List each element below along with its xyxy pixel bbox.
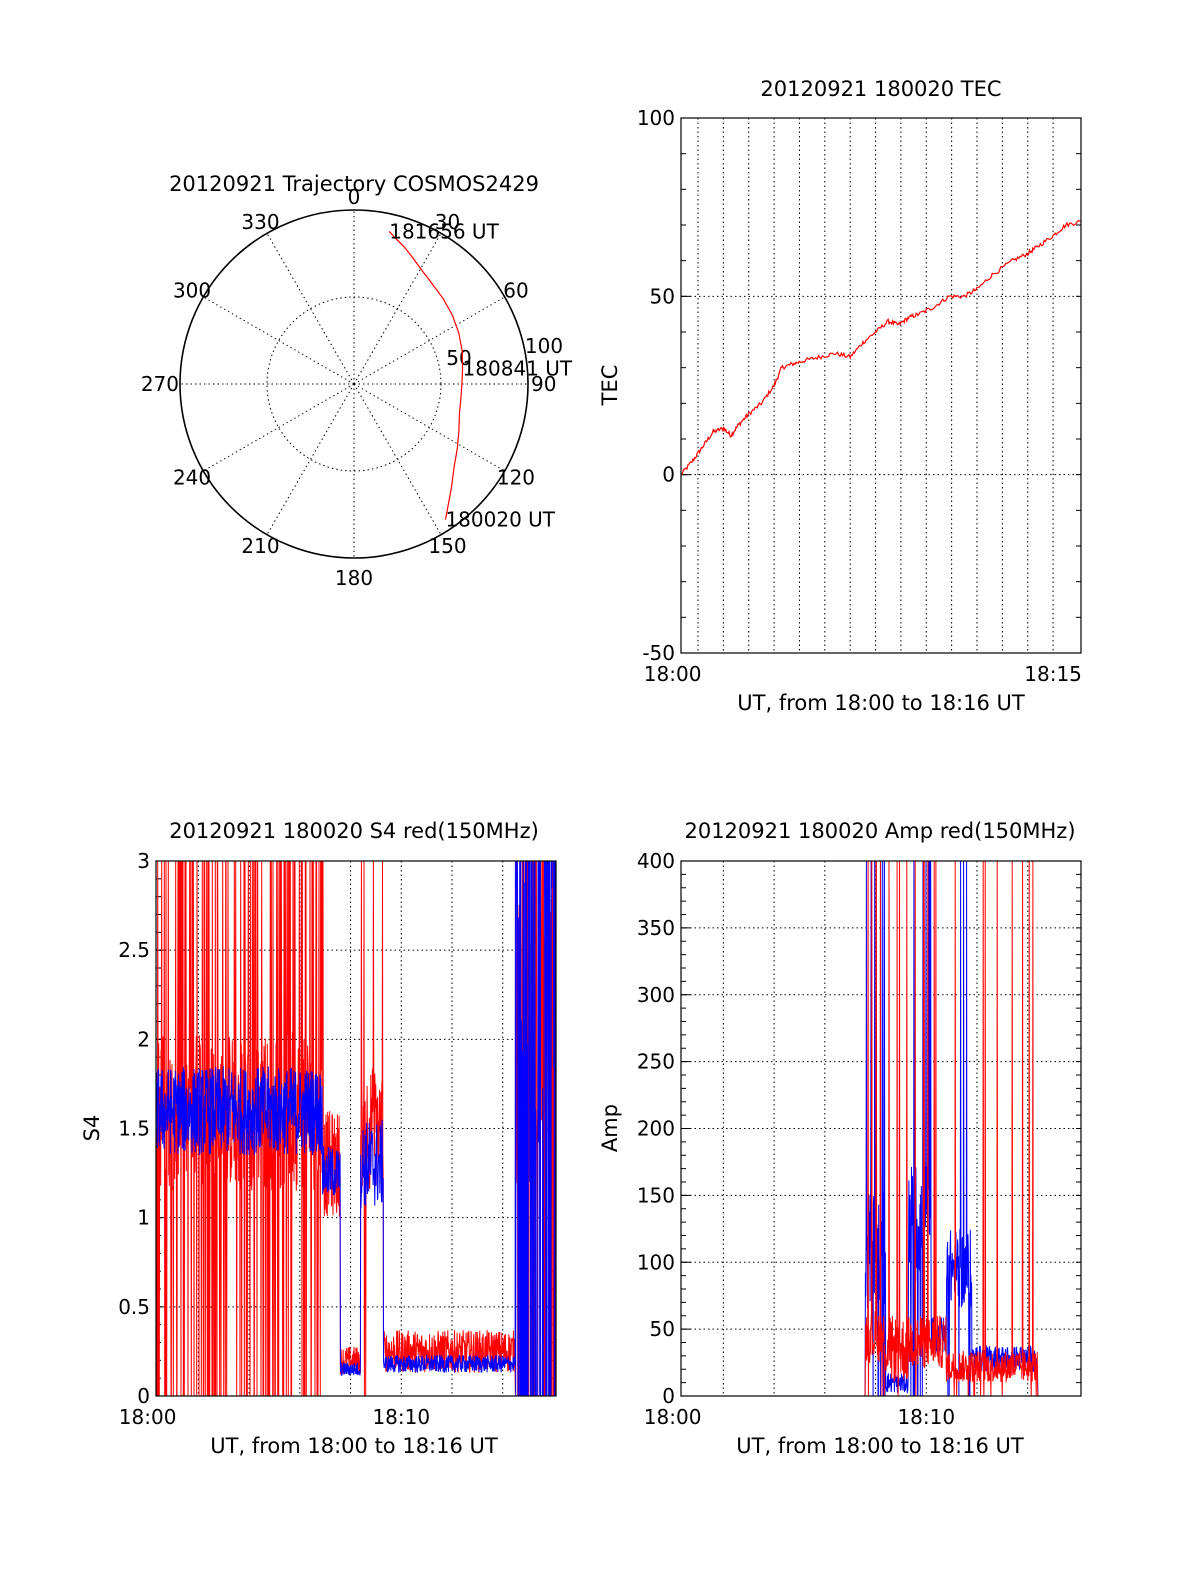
x-tick-label: 18:15 xyxy=(1024,662,1082,686)
y-tick-label: 50 xyxy=(650,1317,675,1341)
polar-outer-circle xyxy=(179,209,529,559)
y-tick-label: 0 xyxy=(662,463,675,487)
s4-plot-frame xyxy=(155,860,557,1397)
polar-chart-title: 20120921 Trajectory COSMOS2429 xyxy=(169,172,539,196)
y-tick-label: 3 xyxy=(137,849,150,873)
polar-radius-label: 100 xyxy=(525,334,563,358)
s4-plot-area: 0 0.5 1 1.5 2 2.5 3 18:00 18:10 xyxy=(118,849,557,1429)
polar-azimuth-label: 60 xyxy=(503,279,528,303)
y-tick-label: 0 xyxy=(137,1384,150,1408)
y-tick-label: -50 xyxy=(642,641,675,665)
y-tick-label: 100 xyxy=(637,106,675,130)
amp-plot-area: 0 50 100 150 200 250 300 350 400 18:00 18:10 xyxy=(637,849,1082,1429)
amp-plot-frame xyxy=(680,860,1082,1397)
polar-azimuth-label: 90 xyxy=(531,372,556,396)
amp-chart-title: 20120921 180020 Amp red(150MHz) xyxy=(684,819,1075,843)
polar-spoke xyxy=(353,296,505,385)
s4-line-chart: 20120921 180020 S4 red(150MHz) 0 0.5 1 1.5 2… xyxy=(80,819,557,1458)
y-tick-label: 0.5 xyxy=(118,1295,150,1319)
x-tick-label: 18:10 xyxy=(897,1405,955,1429)
polar-azimuth-label: 0 xyxy=(348,185,361,209)
y-tick-label: 1.5 xyxy=(118,1117,150,1141)
tec-y-axis-label: TEC xyxy=(598,365,622,407)
trajectory-time-label: 180841 UT xyxy=(463,357,573,381)
y-tick-label: 1 xyxy=(137,1206,150,1230)
polar-spoke xyxy=(203,296,355,385)
x-tick-label: 18:00 xyxy=(644,662,702,686)
polar-azimuth-label: 150 xyxy=(428,534,466,558)
tec-plot-frame xyxy=(680,117,1082,654)
trajectory-time-label: 181656 UT xyxy=(389,219,499,243)
polar-azimuth-label: 120 xyxy=(497,466,535,490)
s4-chart-title: 20120921 180020 S4 red(150MHz) xyxy=(169,819,539,843)
y-tick-label: 50 xyxy=(650,284,675,308)
series-line-1 xyxy=(155,860,557,1397)
y-tick-label: 150 xyxy=(637,1183,675,1207)
polar-spoke xyxy=(266,383,355,535)
polar-azimuth-label: 330 xyxy=(241,210,279,234)
trajectory-line xyxy=(388,231,464,520)
s4-x-axis-label: UT, from 18:00 to 18:16 UT xyxy=(210,1434,498,1458)
tec-series-line xyxy=(680,220,1082,476)
s4-y-axis-label: S4 xyxy=(80,1115,104,1142)
y-tick-label: 400 xyxy=(637,849,675,873)
polar-spoke xyxy=(353,383,505,472)
amp-line-chart: 20120921 180020 Amp red(150MHz) 0 50 100 15… xyxy=(598,819,1082,1458)
polar-azimuth-label: 180 xyxy=(335,566,373,590)
y-tick-label: 300 xyxy=(637,983,675,1007)
amp-x-axis-label: UT, from 18:00 to 18:16 UT xyxy=(736,1434,1024,1458)
polar-radius-label: 50 xyxy=(446,346,471,370)
tec-chart-title: 20120921 180020 TEC xyxy=(760,77,1001,101)
series-line-2 xyxy=(155,860,557,1397)
polar-azimuth-label: 240 xyxy=(173,466,211,490)
polar-spoke xyxy=(266,233,355,385)
tec-x-axis-label: UT, from 18:00 to 18:16 UT xyxy=(737,691,1025,715)
polar-spoke xyxy=(203,383,355,472)
y-tick-label: 2 xyxy=(137,1027,150,1051)
x-tick-label: 18:10 xyxy=(372,1405,430,1429)
y-tick-label: 2.5 xyxy=(118,938,150,962)
trajectory-time-label: 180020 UT xyxy=(445,508,555,532)
polar-azimuth-label: 30 xyxy=(435,210,460,234)
x-tick-label: 18:00 xyxy=(119,1405,177,1429)
polar-azimuth-label: 210 xyxy=(241,534,279,558)
polar-spoke xyxy=(353,383,442,535)
tec-plot-area: -50 0 50 100 18:00 18:15 xyxy=(637,106,1082,686)
trajectory-polar-chart: 20120921 Trajectory COSMOS2429 0 30 60 90 12… xyxy=(141,172,573,590)
y-tick-label: 200 xyxy=(637,1117,675,1141)
amp-y-axis-label: Amp xyxy=(598,1104,622,1152)
y-tick-label: 350 xyxy=(637,916,675,940)
y-tick-label: 100 xyxy=(637,1250,675,1274)
y-tick-label: 0 xyxy=(662,1384,675,1408)
polar-spoke xyxy=(353,233,442,385)
polar-plot-area: 0 30 60 90 120 150 180 210 240 270 300 330 50 100 1816… xyxy=(141,185,573,590)
polar-azimuth-label: 270 xyxy=(141,372,179,396)
x-tick-label: 18:00 xyxy=(644,1405,702,1429)
polar-azimuth-label: 300 xyxy=(173,279,211,303)
y-tick-label: 250 xyxy=(637,1050,675,1074)
